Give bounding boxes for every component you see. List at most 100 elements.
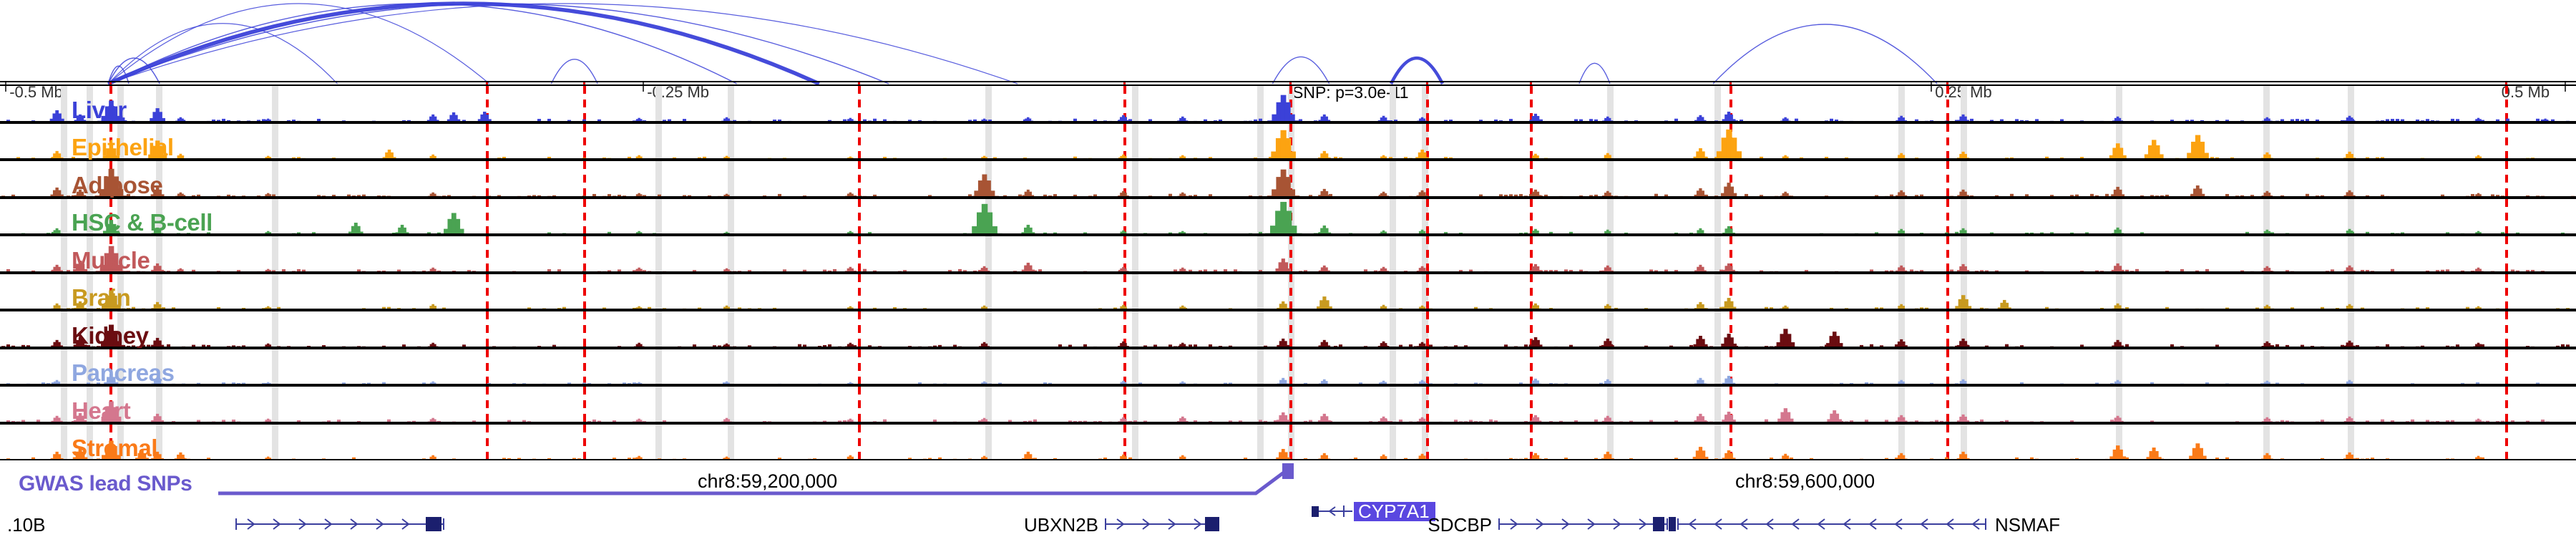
highlight-band bbox=[1898, 311, 1906, 348]
gwas-lead-snp-marker[interactable] bbox=[1282, 463, 1294, 479]
highlight-band bbox=[1390, 424, 1397, 460]
highlight-band bbox=[60, 123, 67, 160]
gwas-snp-line bbox=[2505, 274, 2508, 310]
gwas-snp-line bbox=[1289, 349, 1292, 385]
highlight-band bbox=[155, 236, 162, 273]
signal-track-brain[interactable]: Brain bbox=[0, 272, 2576, 310]
gwas-snp-line bbox=[1946, 161, 1949, 198]
loop-arc bbox=[1389, 56, 1445, 84]
highlight-band bbox=[117, 123, 124, 160]
highlight-band bbox=[1132, 161, 1139, 198]
track-signal-profile bbox=[1, 324, 2575, 348]
gene-model-sdcbp[interactable] bbox=[1498, 518, 1668, 530]
gwas-snp-line bbox=[857, 161, 861, 198]
gwas-snp-line bbox=[2505, 123, 2508, 160]
highlight-band bbox=[86, 161, 93, 198]
highlight-band bbox=[117, 236, 124, 273]
highlight-band bbox=[60, 86, 67, 122]
track-label-stromal: Stromal bbox=[72, 435, 158, 460]
highlight-band bbox=[60, 349, 67, 385]
gwas-snp-line bbox=[583, 123, 587, 160]
track-label-adipose: Adipose bbox=[72, 171, 163, 198]
highlight-band bbox=[1607, 387, 1614, 423]
signal-track-adipose[interactable]: Adipose bbox=[0, 160, 2576, 198]
gwas-snp-line bbox=[1530, 161, 1533, 198]
highlight-band bbox=[1714, 311, 1721, 348]
highlight-band bbox=[1607, 311, 1614, 348]
highlight-band bbox=[1714, 161, 1721, 198]
highlight-band bbox=[1132, 123, 1139, 160]
highlight-band bbox=[655, 198, 663, 235]
gene-annotation-panel[interactable]: .10B UBXN2B CYP7A1 SDCBP NSMAF bbox=[0, 501, 2576, 537]
gwas-snp-line bbox=[583, 274, 587, 310]
track-signal-profile bbox=[1, 168, 2575, 198]
highlight-band bbox=[60, 161, 67, 198]
track-baseline bbox=[0, 233, 2576, 235]
signal-track-liver[interactable]: Liver bbox=[0, 84, 2576, 122]
track-baseline bbox=[0, 346, 2576, 348]
highlight-band bbox=[2348, 274, 2355, 310]
gwas-snp-line bbox=[109, 349, 112, 385]
highlight-band bbox=[1714, 198, 1721, 235]
highlight-band bbox=[271, 123, 278, 160]
highlight-band bbox=[728, 424, 734, 460]
gwas-snp-line bbox=[1530, 274, 1533, 310]
gwas-snp-line bbox=[1946, 274, 1949, 310]
signal-track-epithelial[interactable]: Epithelial bbox=[0, 122, 2576, 160]
gwas-snp-line bbox=[1425, 86, 1429, 122]
highlight-band bbox=[728, 198, 734, 235]
highlight-band bbox=[1898, 387, 1906, 423]
gwas-snp-line bbox=[583, 387, 587, 423]
track-baseline bbox=[0, 120, 2576, 122]
signal-track-pancreas[interactable]: Pancreas bbox=[0, 347, 2576, 385]
gwas-snp-line bbox=[1425, 274, 1429, 310]
highlight-band bbox=[1257, 349, 1264, 385]
gwas-snp-line bbox=[1946, 123, 1949, 160]
gwas-snp-line bbox=[1946, 236, 1949, 273]
track-signal-profile bbox=[1, 289, 2575, 310]
track-baseline bbox=[0, 384, 2576, 385]
highlight-band bbox=[271, 387, 278, 423]
highlight-band bbox=[1390, 387, 1397, 423]
gene-model-slc10b[interactable] bbox=[235, 518, 444, 530]
gwas-snp-line bbox=[485, 424, 489, 460]
track-baseline bbox=[0, 158, 2576, 160]
gwas-snp-line bbox=[1530, 311, 1533, 348]
highlight-band bbox=[985, 349, 992, 385]
loop-arc bbox=[107, 65, 130, 84]
track-signal-profile bbox=[1, 246, 2575, 273]
signal-track-kidney[interactable]: Kidney bbox=[0, 310, 2576, 348]
gwas-snp-line bbox=[1425, 123, 1429, 160]
highlight-band bbox=[155, 387, 162, 423]
gwas-snp-line bbox=[1123, 86, 1126, 122]
highlight-band bbox=[1607, 86, 1614, 122]
gene-model-nsmaf[interactable] bbox=[1677, 518, 1986, 530]
gwas-snp-line bbox=[583, 349, 587, 385]
highlight-band bbox=[271, 161, 278, 198]
gwas-snp-line bbox=[1729, 387, 1733, 423]
gwas-snp-line bbox=[583, 198, 587, 235]
highlight-band bbox=[655, 236, 663, 273]
gene-model-cyp7a1[interactable]: CYP7A1 bbox=[1312, 501, 1435, 522]
gwas-lead-snps-panel[interactable]: GWAS lead SNPs chr8:59,200,000 chr8:59,6… bbox=[0, 462, 2576, 505]
highlight-band bbox=[1607, 236, 1614, 273]
highlight-band bbox=[655, 311, 663, 348]
signal-track-hsc-b-cell[interactable]: HSC & B-cell bbox=[0, 197, 2576, 235]
gwas-snp-line bbox=[1123, 123, 1126, 160]
highlight-band bbox=[728, 349, 734, 385]
signal-track-stromal[interactable]: Stromal bbox=[0, 422, 2576, 460]
gwas-snp-line bbox=[1123, 236, 1126, 273]
highlight-band bbox=[1714, 424, 1721, 460]
signal-track-muscle[interactable]: Muscle bbox=[0, 235, 2576, 273]
gwas-snp-line bbox=[857, 311, 861, 348]
gwas-snp-line bbox=[2505, 311, 2508, 348]
track-signal-profile bbox=[1, 373, 2575, 385]
gene-model-ubxn2b[interactable] bbox=[1105, 518, 1217, 530]
highlight-band bbox=[1422, 236, 1429, 273]
gwas-snp-line bbox=[1123, 311, 1126, 348]
gwas-snp-line bbox=[485, 274, 489, 310]
gwas-snp-line bbox=[1289, 161, 1292, 198]
locus-left-coordinate: chr8:59,200,000 bbox=[698, 470, 838, 492]
signal-track-heart[interactable]: Heart bbox=[0, 385, 2576, 423]
